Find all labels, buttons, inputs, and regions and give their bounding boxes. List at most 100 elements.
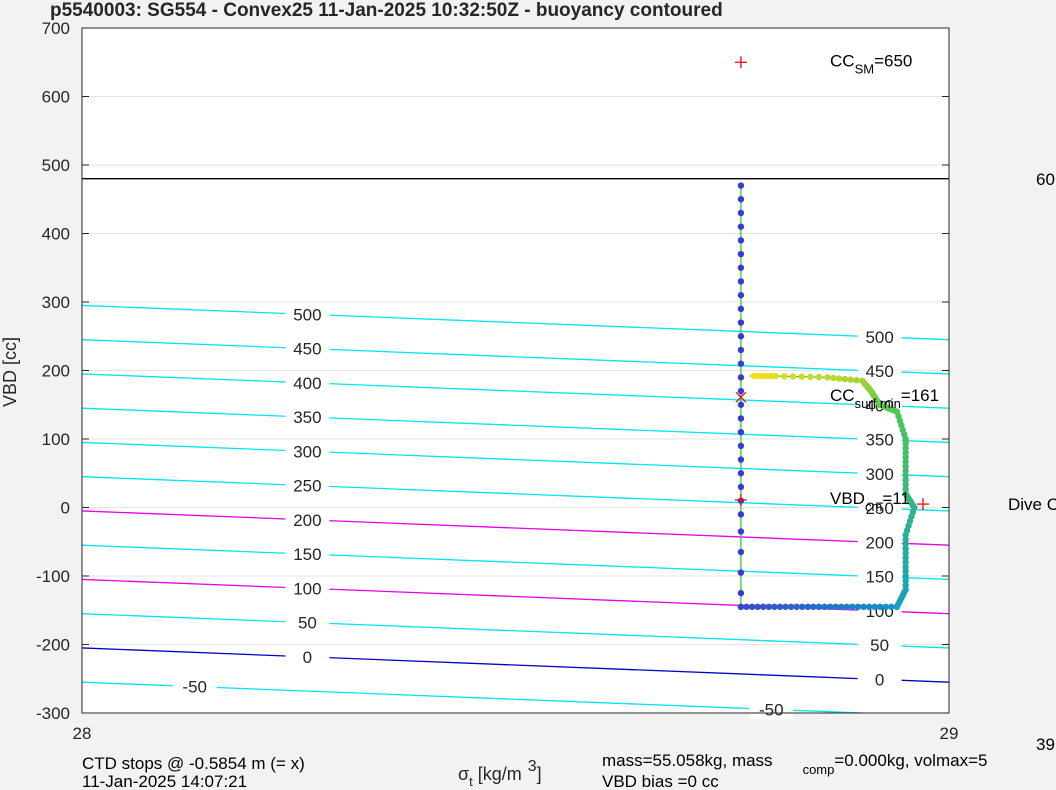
contour-label: 400 (293, 374, 321, 393)
buoyancy-contours (81, 304, 950, 714)
bottom-point (793, 603, 800, 611)
dive-point (737, 589, 745, 597)
bottom-point (815, 603, 823, 611)
contour-label: 300 (293, 442, 321, 461)
y-tick-label: -300 (36, 704, 70, 723)
x-axis-ticks: 28 29 (73, 706, 958, 743)
climb-point (902, 554, 909, 561)
annotation-main: VBD (830, 489, 865, 508)
dive-point (737, 196, 745, 203)
annotation-main: CC (830, 386, 855, 405)
contour-line (81, 476, 950, 512)
dive-point (737, 511, 745, 518)
climb-point (902, 536, 909, 543)
climb-point (902, 440, 909, 447)
marker-annotation: CCsurf min=161 (830, 386, 939, 411)
climb-point (902, 563, 909, 571)
dive-point (737, 374, 745, 381)
bottom-point (782, 603, 789, 611)
bottom-point (776, 603, 784, 611)
climb-point (902, 444, 909, 452)
contour-label-bg (172, 676, 217, 697)
bottom-point (810, 603, 817, 611)
contour-label-bg (285, 372, 330, 393)
contour-label: 250 (293, 477, 321, 496)
contour-label-bg (285, 509, 330, 530)
x-label-sub: t (469, 774, 473, 789)
climb-point (902, 472, 909, 479)
dive-point (737, 264, 745, 271)
contour-label-bg (285, 544, 330, 565)
contour-label-bg (857, 429, 902, 450)
dive-point (737, 305, 745, 313)
bottom-point (765, 603, 772, 611)
contour-line (81, 407, 950, 444)
y-tick-label: 400 (42, 225, 70, 244)
footer-vbd-bias: VBD bias =0 cc (602, 772, 719, 790)
contour-label-bg (285, 304, 330, 325)
contour-label-bg (857, 532, 902, 553)
contour-label-bg (857, 635, 902, 656)
contour-label: 0 (303, 648, 312, 667)
bottom-point (799, 603, 806, 611)
climb-point (902, 476, 909, 484)
y-tick-label: 200 (42, 362, 70, 381)
climb-point (902, 577, 909, 584)
footer-mass-sub: comp (803, 762, 835, 777)
contour-label: 450 (865, 362, 893, 381)
annotation-sub: SM (855, 61, 875, 76)
edge-text-dive: Dive C (1008, 495, 1056, 514)
climb-point (902, 486, 909, 493)
dive-point (737, 401, 745, 408)
contour-label-bg (285, 578, 330, 599)
contour-label-bg (285, 407, 330, 428)
y-tick-label: 500 (42, 156, 70, 175)
dive-point (737, 483, 745, 491)
contour-label-bg (285, 646, 330, 667)
climb-point (789, 373, 797, 380)
contour-label-bg (285, 338, 330, 359)
dive-point (737, 237, 745, 244)
bottom-point (860, 603, 867, 611)
contour-label: -50 (759, 700, 784, 719)
climb-point (835, 375, 843, 382)
contour-labels: 5005004504504004003503503003002502502002… (172, 304, 902, 720)
dive-point (737, 182, 745, 189)
bottom-point (804, 603, 812, 611)
contour-label: 50 (870, 636, 889, 655)
climb-point (902, 568, 909, 575)
dive-point (737, 223, 745, 230)
contour-label: 150 (293, 545, 321, 564)
footer-mass-rest: =0.000kg, volmax=5 (834, 751, 987, 770)
climb-point (902, 549, 909, 557)
climb-point (902, 545, 909, 552)
climb-point (902, 458, 909, 466)
bottom-point (877, 603, 884, 611)
contour-label-bg (857, 498, 902, 519)
marker-annotation: CCSM=650 (830, 51, 912, 76)
bottom-point (826, 603, 834, 611)
climb-point (902, 581, 909, 589)
dive-point (737, 548, 745, 556)
marker-annotation: VBDcm=11 (830, 489, 910, 514)
contour-label: -50 (182, 678, 207, 697)
annotation-sub: cm (865, 499, 882, 514)
contour-line (81, 544, 950, 581)
climb-point (815, 373, 823, 381)
contour-line (81, 304, 950, 341)
dive-point (737, 470, 745, 477)
dive-point (737, 387, 745, 395)
dive-point (737, 528, 745, 535)
climb-point (798, 373, 805, 380)
dive-point (737, 415, 745, 422)
contour-line (81, 647, 950, 683)
climb-point (750, 372, 758, 380)
contour-line (81, 613, 950, 649)
bottom-point (865, 603, 873, 611)
climb-point (807, 373, 814, 381)
contour-label: 0 (875, 670, 884, 689)
bottom-point (871, 603, 878, 611)
footer-mass: mass=55.058kg, mass comp=0.000kg, volmax=… (602, 751, 987, 777)
climb-point (902, 463, 909, 470)
